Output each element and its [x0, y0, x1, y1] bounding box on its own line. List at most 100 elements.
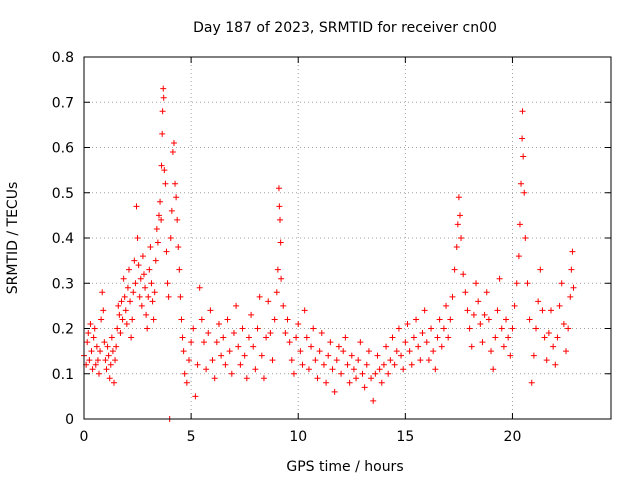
data-point — [340, 348, 347, 355]
data-point — [275, 185, 282, 192]
data-point — [331, 388, 338, 395]
data-point — [180, 348, 187, 355]
y-tick-label: 0.6 — [52, 141, 74, 157]
data-point — [453, 244, 460, 251]
data-point — [110, 379, 117, 386]
data-point — [550, 343, 557, 350]
data-point — [228, 370, 235, 377]
y-tick-label: 0.3 — [52, 276, 74, 292]
data-point — [503, 316, 510, 323]
data-point — [462, 289, 469, 296]
data-point — [207, 307, 214, 314]
data-point — [198, 316, 205, 323]
data-point — [230, 330, 237, 337]
data-point — [485, 316, 492, 323]
data-point — [554, 334, 561, 341]
data-point — [455, 194, 462, 201]
data-point — [150, 316, 157, 323]
data-point — [530, 352, 537, 359]
data-point — [389, 334, 396, 341]
data-point — [237, 361, 244, 368]
data-point — [406, 348, 413, 355]
data-point — [372, 370, 379, 377]
data-point — [250, 343, 257, 350]
data-point — [131, 257, 138, 264]
data-point — [157, 198, 164, 205]
data-point — [104, 343, 111, 350]
data-point — [443, 302, 450, 309]
data-point — [342, 334, 349, 341]
data-point — [142, 284, 149, 291]
data-point — [297, 348, 304, 355]
data-point — [181, 370, 188, 377]
data-point — [404, 320, 411, 327]
data-point — [109, 348, 116, 355]
data-point — [139, 253, 146, 260]
data-point — [152, 257, 159, 264]
data-point — [509, 325, 516, 332]
data-point — [95, 370, 102, 377]
data-point — [224, 316, 231, 323]
data-point — [211, 375, 218, 382]
data-point — [541, 334, 548, 341]
data-point — [563, 348, 570, 355]
x-tick-label: 5 — [187, 429, 196, 445]
data-point — [543, 357, 550, 364]
data-point — [124, 284, 131, 291]
data-point — [295, 320, 302, 327]
data-point — [393, 348, 400, 355]
data-point — [290, 370, 297, 377]
data-point — [505, 334, 512, 341]
data-point — [524, 280, 531, 287]
data-point — [522, 235, 529, 241]
data-point — [127, 298, 134, 305]
x-tick-label: 20 — [504, 429, 522, 445]
data-point — [183, 379, 190, 386]
data-point — [161, 167, 168, 174]
data-point — [477, 320, 484, 327]
data-point — [507, 352, 514, 359]
data-point — [282, 330, 289, 337]
data-point — [277, 216, 284, 223]
y-tick-label: 0.1 — [52, 367, 74, 383]
data-point — [248, 311, 255, 318]
data-point — [548, 307, 555, 314]
data-point — [119, 316, 126, 323]
data-point — [519, 135, 526, 142]
data-point — [87, 320, 94, 327]
data-point — [350, 366, 357, 373]
data-point — [545, 330, 552, 337]
data-point — [521, 189, 528, 196]
data-point — [301, 307, 308, 314]
data-point — [556, 302, 563, 309]
data-point — [423, 339, 430, 346]
data-point — [133, 203, 140, 210]
data-point — [115, 302, 122, 309]
data-point — [425, 357, 432, 364]
data-point — [122, 307, 129, 314]
data-point — [370, 397, 377, 404]
data-point — [86, 357, 93, 364]
data-point — [329, 366, 336, 373]
y-tick-label: 0.2 — [52, 322, 74, 338]
data-point — [91, 325, 98, 332]
data-point — [492, 334, 499, 341]
data-point — [519, 108, 526, 115]
data-point — [408, 361, 415, 368]
data-point — [125, 266, 132, 273]
data-point — [167, 235, 174, 241]
data-point — [175, 244, 182, 251]
data-point — [147, 244, 154, 251]
data-point — [215, 320, 222, 327]
data-point — [353, 375, 360, 382]
y-axis-label: SRMTID / TECUs — [5, 182, 21, 295]
data-point — [239, 325, 246, 332]
data-point — [194, 361, 201, 368]
data-point — [323, 379, 330, 386]
data-point — [516, 221, 523, 228]
data-point — [357, 339, 364, 346]
data-point — [164, 280, 171, 287]
data-point — [174, 216, 181, 223]
data-point — [552, 361, 559, 368]
